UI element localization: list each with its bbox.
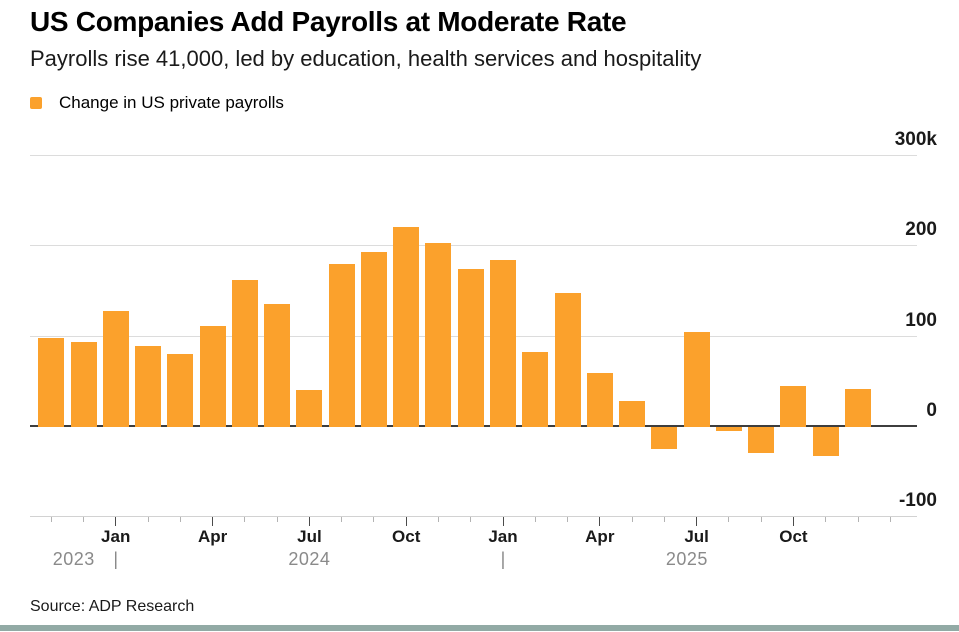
bar-oct-2025 [780, 386, 807, 427]
bar-mar-2025 [554, 293, 581, 427]
bar-aug-2025 [715, 427, 742, 431]
x-tick-major [308, 517, 310, 526]
year-separator: | [500, 549, 506, 569]
x-tick-minor [825, 517, 827, 522]
bar-aug-2024 [328, 264, 355, 427]
x-tick-minor [857, 517, 859, 522]
year-label-2023: 2023 [52, 549, 95, 569]
bar-may-2024 [231, 279, 258, 427]
x-tick-minor [147, 517, 149, 522]
y-axis-label-300k: 300k [894, 129, 937, 151]
source-credit: Source: ADP Research [30, 598, 195, 615]
bar-jul-2024 [296, 389, 323, 427]
gridline-300k [30, 155, 917, 157]
y-axis-label-100: 100 [905, 309, 937, 331]
bar-may-2025 [619, 400, 646, 427]
x-tick-minor [567, 517, 568, 522]
x-axis-label-jan-2: Jan [101, 527, 131, 546]
x-axis-label-oct-23: Oct [779, 527, 808, 546]
bar-feb-2025 [522, 352, 549, 427]
gridline-200 [30, 245, 917, 247]
bar-dec-2024 [457, 268, 484, 427]
bar-sep-2025 [748, 427, 775, 454]
chart-title: US Companies Add Payrolls at Moderate Ra… [30, 6, 627, 37]
y-axis-label--100: -100 [898, 490, 937, 512]
x-axis-label-apr-5: Apr [197, 527, 228, 546]
bar-sep-2024 [360, 251, 387, 427]
bar-apr-2025 [586, 372, 613, 427]
x-tick-major [212, 517, 214, 526]
x-tick-minor [728, 517, 730, 522]
x-tick-minor [889, 517, 891, 522]
legend-swatch-icon [30, 97, 42, 109]
x-tick-major [405, 517, 407, 526]
x-tick-minor [470, 517, 472, 522]
x-tick-minor [663, 517, 665, 522]
bar-feb-2024 [135, 345, 161, 427]
bar-jan-2025 [490, 259, 516, 427]
x-axis-baseline [30, 516, 917, 517]
x-tick-minor [244, 517, 246, 522]
year-separator: | [113, 549, 119, 569]
bar-mar-2024 [167, 353, 194, 427]
x-tick-minor [50, 517, 52, 522]
x-axis-label-apr-17: Apr [585, 527, 615, 546]
x-axis-label-jan-14: Jan [488, 527, 518, 546]
x-tick-minor [760, 517, 762, 522]
x-tick-major [502, 517, 504, 526]
x-axis-label-jul-20: Jul [684, 527, 709, 546]
x-tick-minor [631, 517, 633, 522]
x-axis-label-jul-8: Jul [297, 527, 322, 546]
bar-nov-2024 [425, 242, 452, 427]
year-label-2024: 2024 [288, 549, 331, 569]
x-tick-minor [341, 517, 343, 522]
x-tick-minor [534, 517, 536, 522]
bar-jan-2024 [102, 311, 129, 427]
bar-nov-2023 [38, 337, 65, 427]
x-axis-label-oct-11: Oct [392, 527, 421, 546]
x-tick-major [599, 517, 601, 526]
bar-dec-2025 [845, 389, 871, 427]
legend-label: Change in US private payrolls [59, 93, 284, 112]
footer-accent-rule [0, 625, 959, 631]
x-tick-minor [373, 517, 375, 522]
bar-nov-2025 [812, 427, 839, 456]
x-tick-major [696, 517, 698, 526]
bar-jun-2024 [264, 304, 291, 427]
year-label-2025: 2025 [665, 549, 708, 569]
chart-subtitle: Payrolls rise 41,000, led by education, … [30, 46, 702, 71]
x-tick-minor [437, 517, 439, 522]
y-axis-label-200: 200 [905, 219, 937, 241]
x-tick-minor [179, 517, 181, 522]
bar-oct-2024 [393, 227, 420, 427]
bar-jul-2025 [683, 332, 710, 427]
bar-jun-2025 [651, 427, 678, 449]
bar-dec-2023 [70, 342, 97, 427]
y-axis-label-0: 0 [926, 400, 937, 421]
bar-apr-2024 [199, 325, 226, 427]
x-tick-major [792, 517, 794, 526]
x-tick-major [115, 517, 117, 526]
x-tick-minor [276, 517, 278, 522]
x-tick-minor [83, 517, 84, 522]
